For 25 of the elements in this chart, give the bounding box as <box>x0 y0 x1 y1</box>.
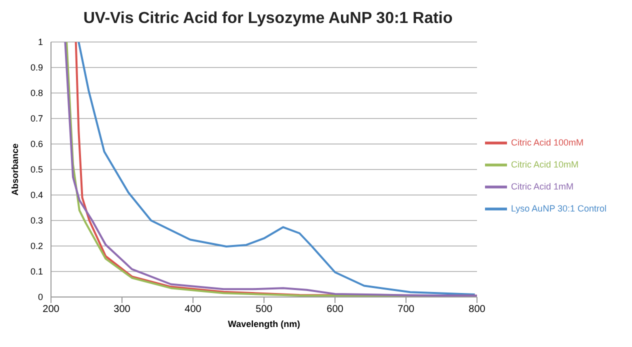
x-tick-label: 200 <box>42 304 60 316</box>
x-axis-title: Wavelength (nm) <box>228 319 300 329</box>
y-tick-label: 0.2 <box>30 241 43 252</box>
y-tick-label: 0.9 <box>30 62 43 73</box>
y-tick-label: 0.6 <box>30 139 43 150</box>
legend-label: Citric Acid 1mM <box>511 180 574 191</box>
legend-label: Lyso AuNP 30:1 Control <box>511 202 607 213</box>
y-tick-label: 0.4 <box>30 190 43 200</box>
x-tick-label: 600 <box>326 304 344 316</box>
x-tick-label: 500 <box>256 304 273 316</box>
y-tick-label: 0.8 <box>30 88 43 98</box>
x-tick-label: 700 <box>398 304 415 316</box>
x-tick-label: 400 <box>184 304 202 316</box>
y-tick-label: 0.1 <box>30 266 43 277</box>
y-axis-title: Absorbance <box>10 143 20 196</box>
y-tick-label: 0.5 <box>30 164 43 175</box>
legend-label: Citric Acid 100mM <box>511 136 584 147</box>
y-tick-label: 0.7 <box>30 114 43 124</box>
y-tick-label: 0 <box>38 292 43 302</box>
y-tick-label: 1 <box>38 37 43 48</box>
legend-label: Citric Acid 10mM <box>511 158 579 169</box>
chart-title: UV-Vis Citric Acid for Lysozyme AuNP 30:1 Ratio <box>82 10 454 28</box>
x-tick-label: 800 <box>468 304 486 316</box>
y-tick-label: 0.3 <box>30 216 43 226</box>
x-tick-label: 300 <box>114 304 131 316</box>
